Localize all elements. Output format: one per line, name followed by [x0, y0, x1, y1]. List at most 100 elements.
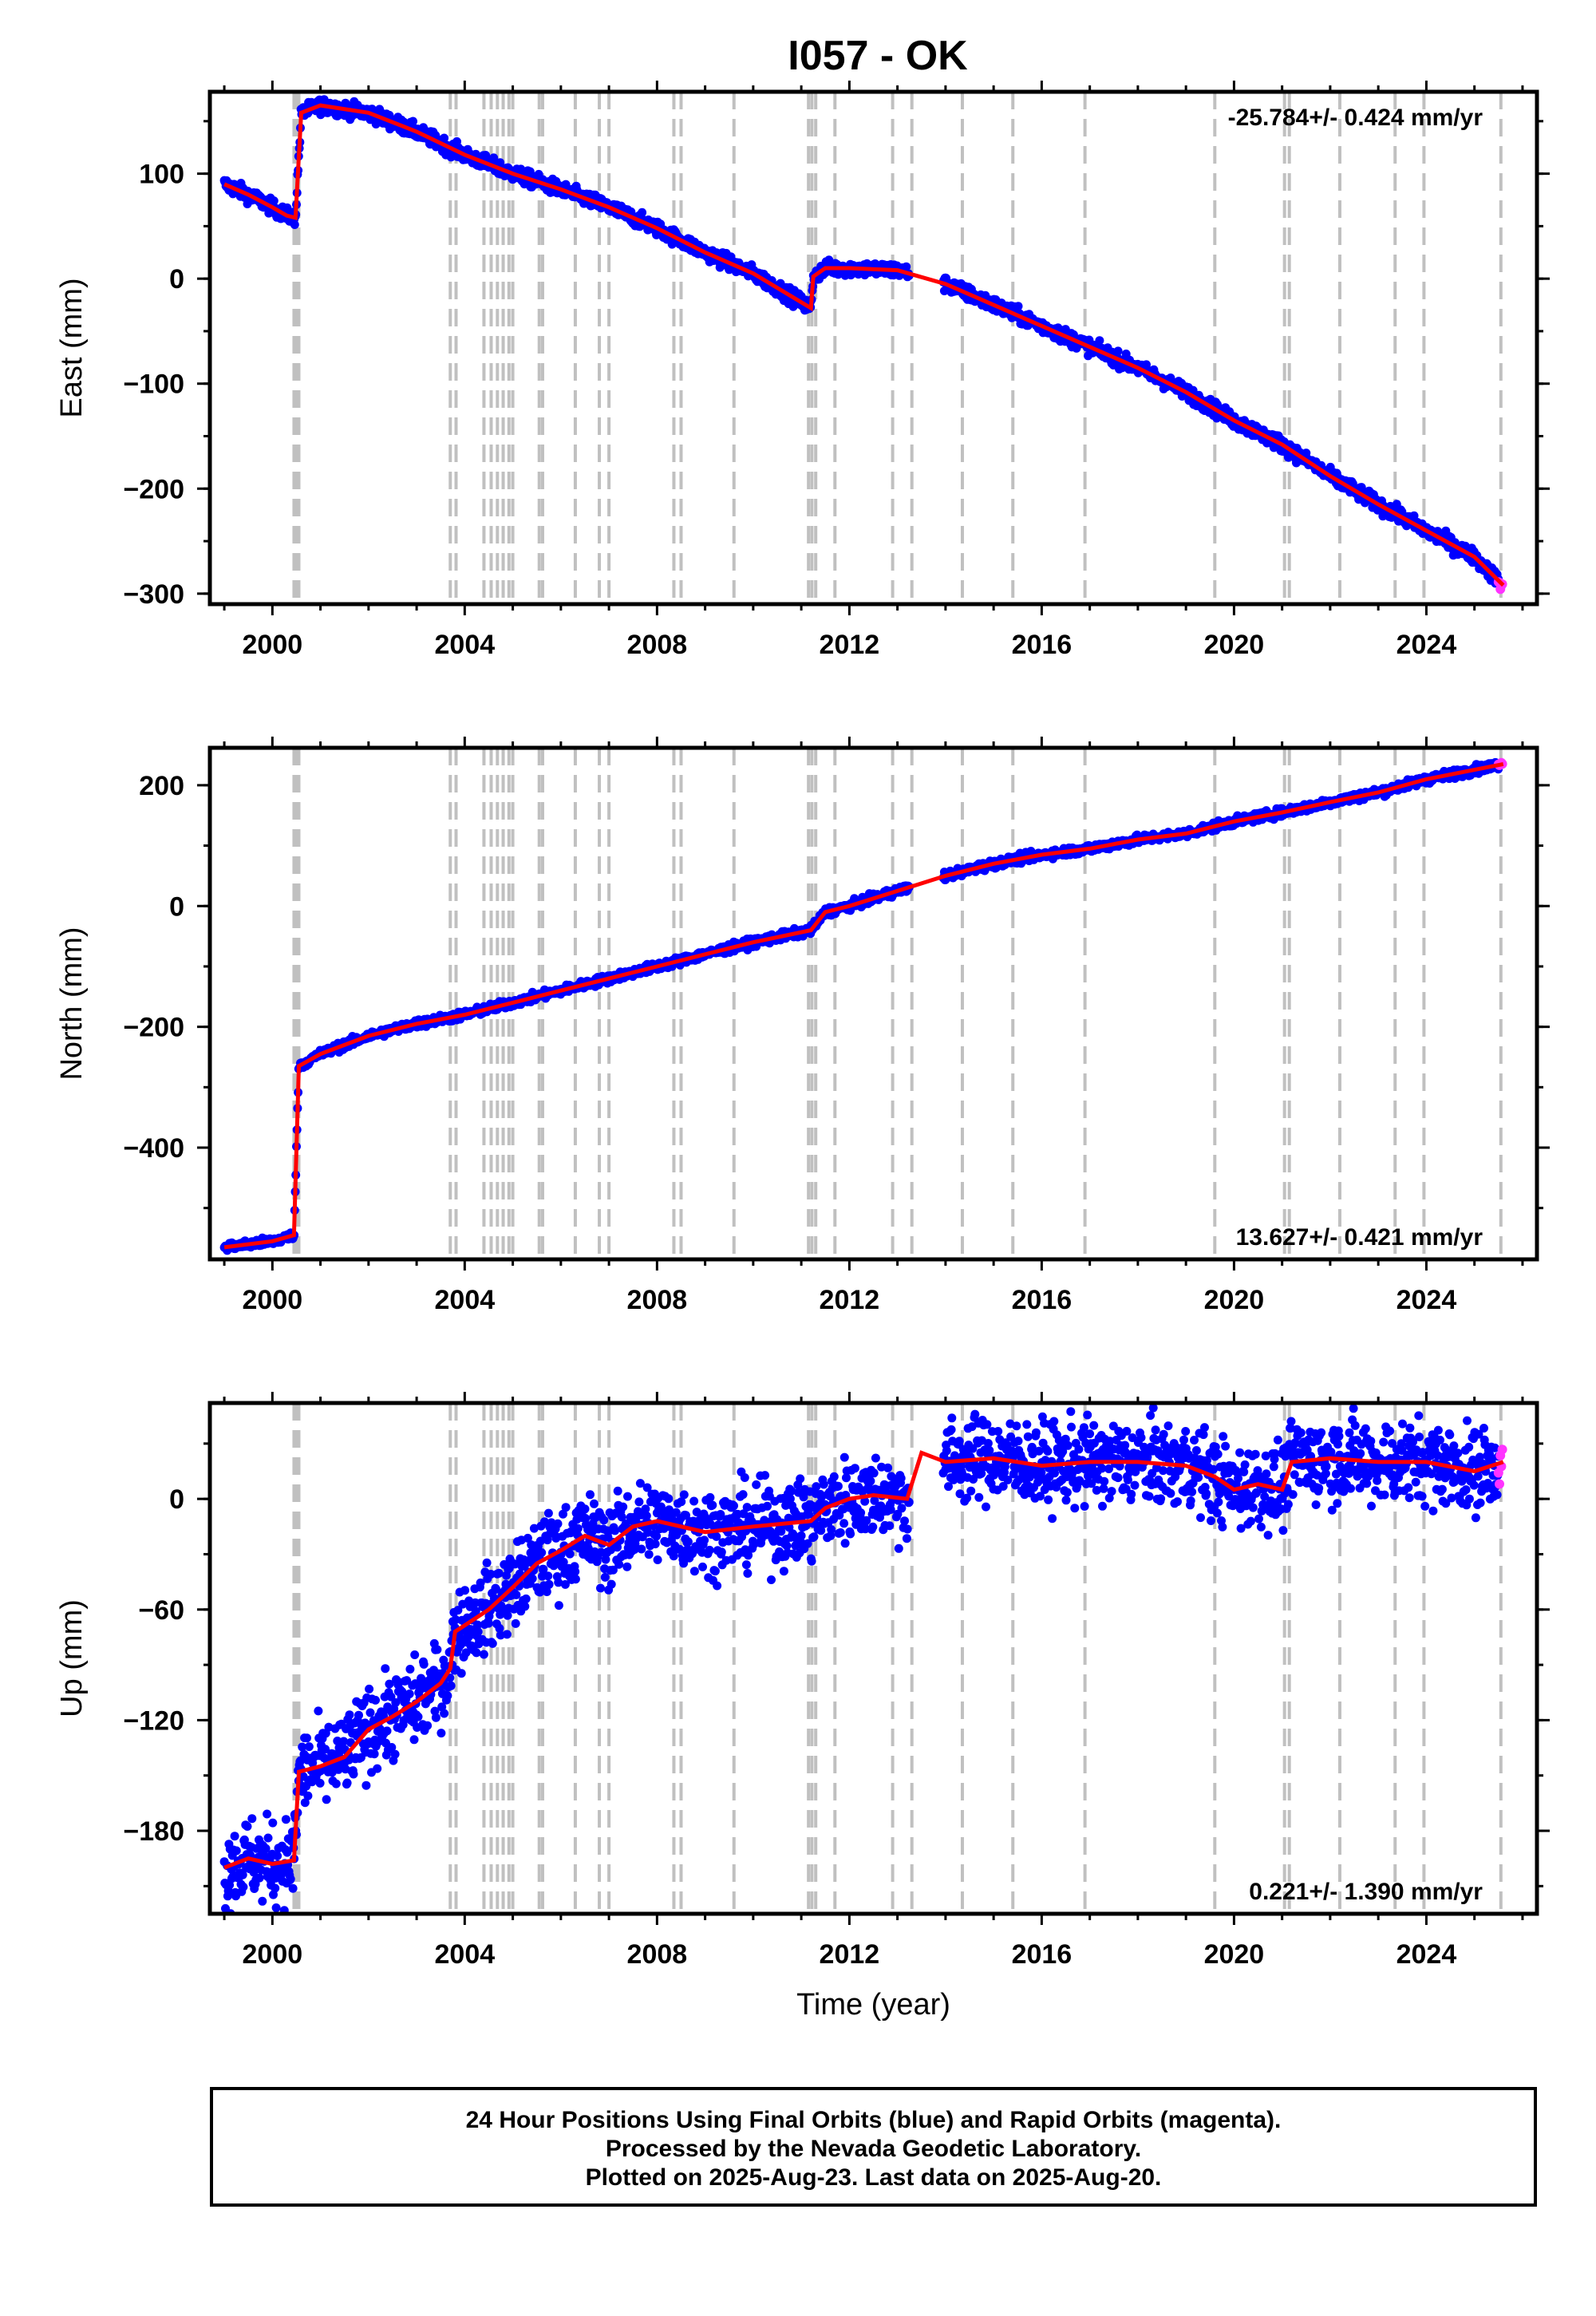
y-tick-label: 200	[139, 771, 184, 801]
data-point	[354, 1710, 363, 1720]
data-point	[381, 1664, 390, 1674]
x-tick-label: 2024	[1396, 630, 1457, 660]
x-tick-label: 2016	[1012, 1285, 1073, 1315]
data-point	[263, 1833, 273, 1843]
data-point	[427, 1672, 437, 1682]
x-tick-label: 2008	[627, 630, 688, 660]
data-point	[382, 1726, 392, 1736]
rate-annotation: 13.627+/- 0.421 mm/yr	[1236, 1224, 1483, 1251]
data-point	[413, 1712, 423, 1721]
data-point	[303, 1791, 313, 1800]
data-point	[433, 1645, 442, 1654]
data-point	[387, 1743, 397, 1752]
data-point	[263, 1809, 272, 1819]
y-tick-label: 0	[169, 891, 184, 922]
x-tick-label: 2000	[243, 630, 303, 660]
x-tick-label: 2012	[820, 1285, 880, 1315]
data-point	[322, 1795, 331, 1804]
data-point	[261, 1844, 271, 1853]
data-point	[255, 1873, 264, 1883]
data-point	[902, 262, 911, 271]
data-point	[1013, 302, 1023, 311]
chart-title: I057 - OK	[788, 33, 968, 79]
data-point	[390, 1749, 400, 1759]
x-tick-label: 2012	[820, 630, 880, 660]
data-point	[339, 1737, 349, 1746]
data-point	[269, 196, 279, 206]
data-point	[231, 1846, 241, 1856]
y-axis-label: East (mm)	[55, 278, 89, 417]
data-point	[333, 1737, 342, 1745]
data-point	[410, 1650, 420, 1659]
data-point	[342, 1778, 352, 1788]
data-point	[409, 1735, 419, 1745]
data-point	[225, 1880, 235, 1890]
data-point	[365, 1708, 375, 1717]
data-point	[268, 1818, 278, 1828]
final-orbit-points	[219, 1403, 1503, 1914]
data-point	[230, 1832, 239, 1841]
data-point	[282, 1848, 292, 1857]
data-point	[298, 1742, 307, 1752]
data-point	[271, 1903, 281, 1912]
data-point	[437, 1729, 446, 1738]
data-point	[349, 1769, 358, 1779]
y-tick-label: −200	[123, 474, 184, 504]
data-point	[281, 1815, 290, 1824]
data-point	[286, 1875, 295, 1883]
data-point	[315, 1778, 325, 1788]
y-tick-label: −100	[123, 370, 184, 400]
east-panel: 2000 2004 2008 2012 2016 2020 2024−300−200−100…	[55, 81, 1550, 660]
data-point	[1095, 336, 1104, 346]
y-tick-label: −400	[123, 1133, 184, 1164]
data-point	[300, 1798, 310, 1808]
data-point	[334, 1765, 343, 1774]
x-tick-label: 2008	[627, 1285, 688, 1315]
data-point	[405, 1690, 414, 1698]
data-point	[423, 1721, 433, 1730]
data-point	[314, 1706, 323, 1716]
x-tick-label: 2020	[1204, 630, 1265, 660]
x-tick-label: 2016	[1012, 630, 1073, 660]
data-point	[239, 1882, 248, 1891]
data-point	[391, 1697, 401, 1707]
data-point	[247, 1814, 257, 1824]
data-point	[302, 1733, 311, 1743]
data-point	[405, 1665, 415, 1674]
data-point	[638, 207, 647, 217]
data-point	[238, 1870, 247, 1879]
x-tick-label: 2000	[243, 1285, 303, 1315]
data-point	[365, 1684, 374, 1694]
plot-frame	[207, 89, 1539, 607]
x-tick-label: 2020	[1204, 1285, 1265, 1315]
data-point	[271, 1883, 280, 1893]
data-point	[430, 1706, 440, 1716]
x-tick-label: 2004	[435, 630, 496, 660]
data-point	[440, 133, 449, 143]
data-point	[385, 1679, 394, 1689]
y-tick-label: −200	[123, 1013, 184, 1043]
data-point	[321, 1745, 330, 1754]
data-point	[371, 1695, 380, 1705]
data-point	[290, 220, 299, 229]
data-point	[258, 1896, 267, 1906]
data-point	[373, 1764, 382, 1773]
data-point	[402, 1676, 412, 1686]
y-tick-label: 100	[139, 160, 184, 190]
model-line	[223, 761, 1504, 1250]
data-point	[243, 1822, 252, 1831]
data-point	[361, 1780, 371, 1790]
up-panel: 2000 2004 2008 2012 2016 2020 2024−180−120−600…	[55, 1392, 1550, 2022]
data-point	[345, 1710, 354, 1720]
plot-frame	[207, 745, 1539, 1262]
x-tick-label: 2024	[1396, 1285, 1457, 1315]
data-point	[304, 1742, 314, 1752]
data-point	[1113, 346, 1123, 356]
data-point	[409, 117, 417, 126]
data-point	[288, 1883, 298, 1893]
x-tick-label: 2004	[435, 1285, 496, 1315]
final-orbit-points	[219, 757, 1503, 1255]
rate-annotation: -25.784+/- 0.424 mm/yr	[1228, 105, 1483, 131]
data-point	[331, 1779, 341, 1788]
model-line	[223, 103, 1505, 587]
